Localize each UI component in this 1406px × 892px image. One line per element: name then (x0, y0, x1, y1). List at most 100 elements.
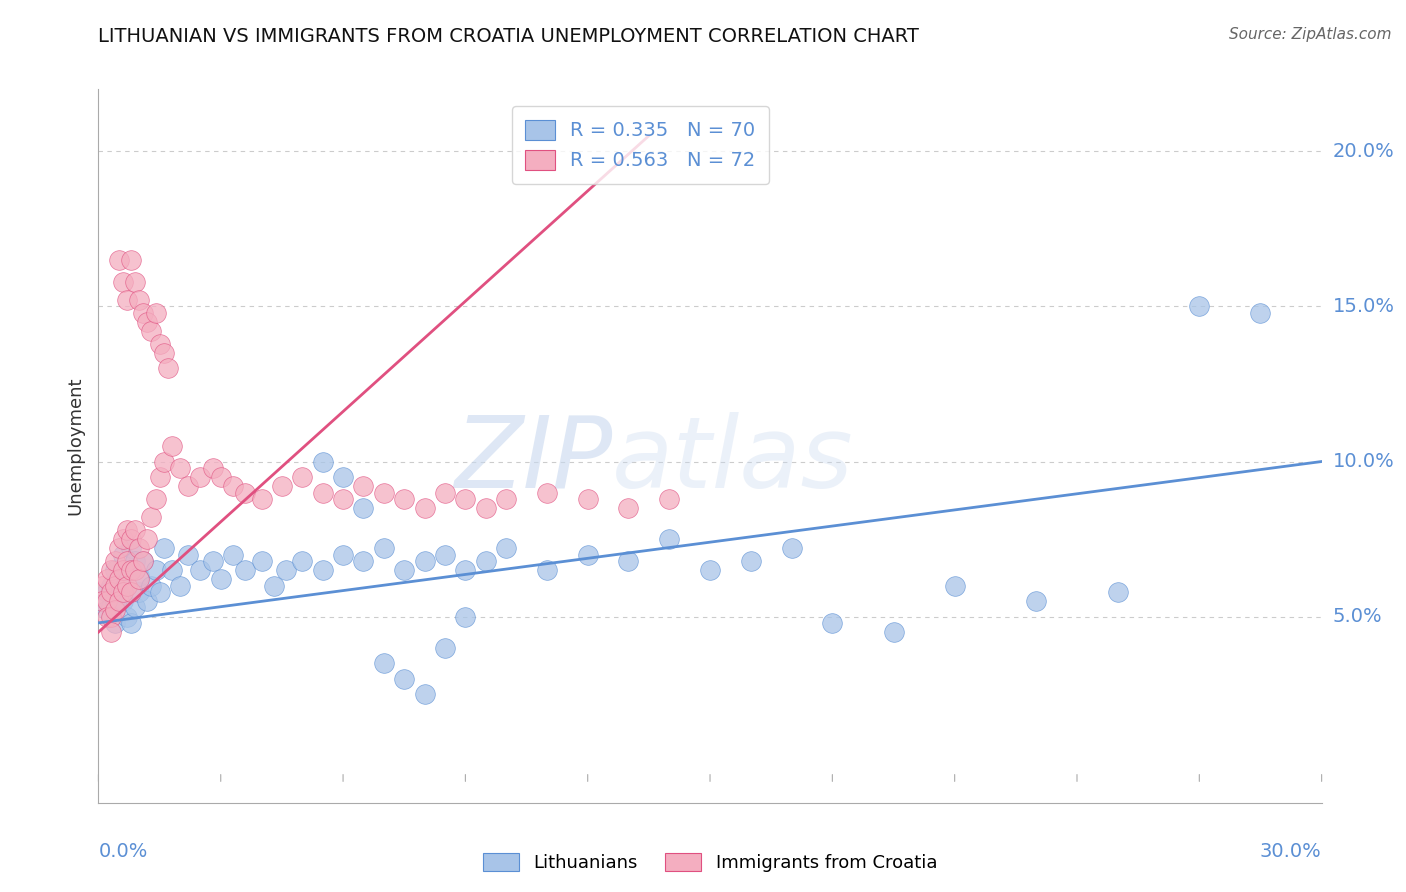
Point (111, 584, 134, 599)
Point (740, 554, 762, 568)
Point (177, 479, 200, 493)
Text: ZIP: ZIP (454, 412, 612, 508)
Point (373, 485, 395, 500)
Point (222, 548, 245, 562)
Point (780, 541, 803, 556)
Point (332, 491, 354, 506)
Point (209, 573, 232, 587)
Point (145, 491, 167, 506)
Point (312, 563, 335, 577)
Point (222, 479, 245, 493)
Point (291, 470, 314, 484)
Point (136, 594, 159, 608)
Point (188, 470, 212, 484)
Point (699, 563, 721, 577)
Point (474, 501, 498, 516)
Point (108, 594, 131, 608)
Point (263, 579, 285, 593)
Point (120, 615, 142, 630)
Point (120, 252, 142, 267)
Point (132, 305, 155, 319)
Point (152, 541, 174, 556)
Point (120, 532, 142, 546)
Point (536, 563, 558, 577)
Point (141, 324, 163, 338)
Point (160, 563, 183, 577)
Legend: Lithuanians, Immigrants from Croatia: Lithuanians, Immigrants from Croatia (475, 846, 945, 880)
Point (132, 554, 155, 568)
Text: 20.0%: 20.0% (1333, 142, 1395, 161)
Point (943, 579, 966, 593)
Point (274, 563, 297, 577)
Point (145, 563, 167, 577)
Point (291, 554, 314, 568)
Point (100, 584, 122, 599)
Point (658, 532, 681, 546)
Point (454, 563, 477, 577)
Point (373, 656, 395, 670)
Point (332, 470, 354, 484)
Point (115, 554, 138, 568)
Point (111, 275, 134, 289)
Point (454, 609, 477, 624)
Point (312, 454, 335, 468)
Point (177, 548, 200, 562)
Point (111, 532, 134, 546)
Point (115, 523, 138, 537)
Point (124, 275, 146, 289)
Point (124, 554, 146, 568)
Point (141, 579, 163, 593)
Point (96, 594, 118, 608)
Text: 10.0%: 10.0% (1333, 452, 1395, 471)
Point (111, 594, 134, 608)
Point (209, 470, 232, 484)
Text: Source: ZipAtlas.com: Source: ZipAtlas.com (1229, 27, 1392, 42)
Point (120, 541, 142, 556)
Point (120, 563, 142, 577)
Point (413, 501, 436, 516)
Point (91, 594, 114, 608)
Point (100, 609, 122, 624)
Point (883, 625, 905, 640)
Point (128, 569, 150, 583)
Text: 30.0%: 30.0% (1260, 842, 1322, 861)
Point (617, 554, 640, 568)
Point (96, 584, 118, 599)
Point (434, 548, 457, 562)
Point (413, 554, 436, 568)
Point (124, 563, 146, 577)
Point (104, 594, 127, 608)
Point (100, 625, 122, 640)
Point (120, 584, 142, 599)
Point (96, 609, 118, 624)
Point (1188, 299, 1211, 313)
Point (104, 554, 127, 568)
Point (128, 293, 150, 308)
Point (233, 563, 256, 577)
Point (100, 563, 122, 577)
Point (104, 615, 127, 630)
Point (250, 554, 273, 568)
Point (108, 541, 131, 556)
Point (201, 460, 224, 475)
Point (91, 579, 114, 593)
Point (495, 541, 517, 556)
Point (576, 491, 599, 506)
Point (1249, 305, 1271, 319)
Point (152, 454, 174, 468)
Point (392, 563, 416, 577)
Point (434, 485, 457, 500)
Point (392, 491, 416, 506)
Point (149, 584, 172, 599)
Point (413, 687, 436, 701)
Point (115, 609, 138, 624)
Point (124, 600, 146, 615)
Point (270, 479, 294, 493)
Point (108, 584, 131, 599)
Point (188, 563, 212, 577)
Text: 15.0%: 15.0% (1333, 297, 1395, 316)
Point (454, 491, 477, 506)
Point (434, 640, 457, 655)
Point (136, 532, 159, 546)
Point (128, 541, 150, 556)
